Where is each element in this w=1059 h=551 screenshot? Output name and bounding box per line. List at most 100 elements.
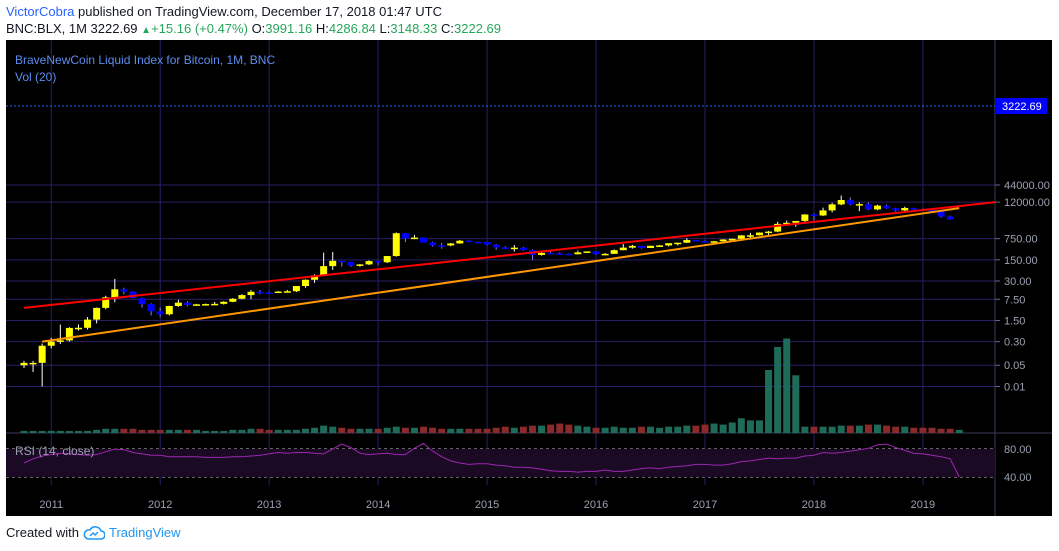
candle-body — [755, 232, 763, 236]
candle-body — [855, 204, 863, 206]
volume-bar — [574, 425, 582, 433]
volume-bar — [265, 429, 273, 433]
price-tick-label: 7.50 — [1004, 294, 1025, 306]
volume-bar — [401, 427, 409, 433]
candle-body — [392, 233, 400, 257]
candle-body — [474, 241, 482, 244]
volume-bar — [120, 428, 128, 433]
candle-body — [901, 207, 909, 211]
tradingview-brand[interactable]: TradingView — [108, 525, 181, 540]
rsi-tick-label: 80.00 — [1004, 444, 1032, 456]
volume-bar — [138, 429, 146, 433]
volume-bar — [465, 428, 473, 433]
volume-bar — [946, 428, 954, 433]
candle-body — [801, 214, 809, 221]
volume-bar — [619, 427, 627, 433]
trendline-red[interactable] — [23, 201, 996, 309]
candle-body — [220, 301, 228, 304]
price-chart[interactable]: 44000.00 12000.00 750.00 150.00 30.00 7.50 1.5… — [6, 40, 1052, 516]
volume-bar — [20, 430, 28, 433]
volume-bar — [874, 424, 882, 433]
last-price-badge — [996, 98, 1047, 114]
trendlines[interactable] — [23, 201, 996, 343]
volume-bar — [765, 370, 773, 433]
rsi-band-fill — [6, 449, 995, 477]
volume-bar — [183, 429, 191, 433]
volume-bar — [719, 424, 727, 433]
candle-body — [492, 244, 500, 248]
candle-body — [910, 207, 918, 210]
candle-body — [420, 237, 428, 243]
published-text: published on TradingView.com, December 1… — [74, 4, 442, 19]
high-label: H: — [315, 21, 329, 36]
volume-bar — [755, 420, 763, 433]
volume-bar — [728, 422, 736, 433]
volume-bar — [610, 426, 618, 433]
tradingview-cloud-icon — [83, 525, 105, 540]
ohlc-line: BNC:BLX, 1M 3222.69 ▲+15.16 (+0.47%) O:3… — [6, 21, 501, 36]
volume-bar — [955, 429, 963, 433]
volume-bar — [165, 429, 173, 433]
volume-bar — [456, 428, 464, 433]
candle-body — [874, 205, 882, 210]
candle-body — [320, 266, 328, 276]
candle-body — [447, 243, 455, 246]
price-tick-label: 0.30 — [1004, 337, 1025, 349]
volume-bar — [274, 429, 282, 433]
volume-bar — [211, 430, 219, 433]
candle-body — [229, 298, 237, 302]
candle-body — [292, 286, 300, 292]
trendline-orange[interactable] — [42, 207, 960, 343]
volume-bar — [901, 426, 909, 433]
volume-bar — [420, 426, 428, 433]
close-label: C: — [441, 21, 455, 36]
author-link[interactable]: VictorCobra — [6, 4, 75, 19]
volume-bar — [647, 426, 655, 433]
volume-bar — [701, 424, 709, 433]
candle-body — [256, 291, 264, 294]
low-label: L: — [379, 21, 391, 36]
volume-bar — [810, 426, 818, 433]
rsi-label: RSI (14, close) — [15, 444, 94, 458]
volume-bar — [247, 428, 255, 433]
rsi-polyline — [23, 442, 960, 478]
volume-bar — [356, 428, 364, 433]
candle-body — [892, 208, 900, 211]
volume-bar — [928, 427, 936, 433]
candle-body — [47, 341, 55, 346]
price-tick-label: 150.00 — [1004, 255, 1038, 267]
change-value: +15.16 (+0.47%) — [151, 21, 248, 36]
volume-bar — [410, 427, 418, 433]
last-price: 3222.69 — [90, 21, 138, 36]
candle-body — [356, 264, 364, 266]
candle-body — [538, 252, 546, 255]
volume-bar — [792, 375, 800, 433]
volume-bar — [156, 429, 164, 433]
volume-bar — [311, 427, 319, 433]
candle-body — [138, 298, 146, 305]
volume-bar — [710, 423, 718, 433]
created-with-label: Created with — [6, 525, 79, 540]
candle-body — [556, 253, 564, 255]
volume-bar — [93, 429, 101, 433]
volume-bar — [338, 427, 346, 433]
volume-bar — [919, 427, 927, 433]
candle-body — [265, 292, 273, 294]
candle-body — [837, 199, 845, 205]
candle-body — [111, 289, 119, 298]
candle-body — [683, 240, 691, 243]
volume-bar — [292, 429, 300, 433]
volume-bar — [283, 429, 291, 433]
volume-bar — [883, 425, 891, 433]
candle-body — [147, 304, 155, 312]
volume-bar — [347, 428, 355, 433]
candle-body — [610, 250, 618, 254]
candle-body — [247, 291, 255, 296]
price-tick-label: 44000.00 — [1004, 180, 1050, 192]
volume-bar — [193, 429, 201, 433]
footer: Created with TradingView — [6, 525, 181, 540]
volume-bar — [229, 429, 237, 433]
candle-body — [365, 261, 373, 265]
candle-body — [410, 237, 418, 240]
volume-bar — [937, 428, 945, 433]
